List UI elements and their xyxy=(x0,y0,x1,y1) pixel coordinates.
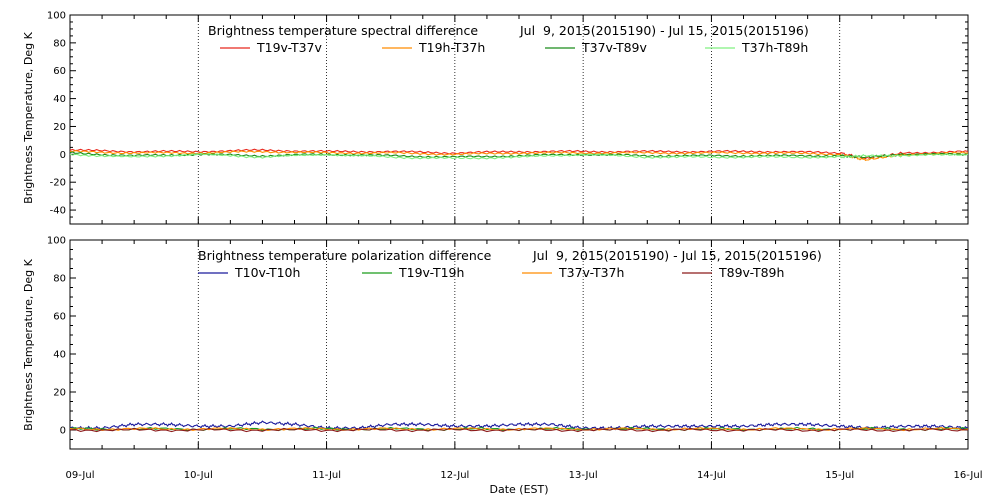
panel-2-title: Brightness temperature polarization diff… xyxy=(198,248,492,263)
panel-2-y-axis-title: Brightness Temperature, Deg K xyxy=(22,258,35,430)
y-tick-label: 20 xyxy=(53,388,66,399)
x-tick-label: 13-Jul xyxy=(569,470,598,481)
legend-label: T37h-T89h xyxy=(741,40,808,55)
y-tick-label: 0 xyxy=(60,150,66,161)
panel-1-series xyxy=(69,148,969,162)
y-tick-label: 40 xyxy=(53,350,66,361)
y-tick-label: 20 xyxy=(53,122,66,133)
x-tick-label: 11-Jul xyxy=(312,470,341,481)
legend-label: T19v-T37v xyxy=(256,40,323,55)
y-tick-label: 100 xyxy=(47,11,66,22)
y-tick-label: 80 xyxy=(53,38,66,49)
panel-2-date-range: Jul 9, 2015(2015190) - Jul 15, 2015(2015… xyxy=(532,248,822,263)
legend-label: T89v-T89h xyxy=(718,265,784,280)
series-line-t37h-t89h xyxy=(69,152,969,160)
panel-2-ticks: 0 20 40 60 80 100 09-Jul 10-Jul 11-Jul 12-Jul 13-J… xyxy=(47,236,983,482)
legend-label: T19h-T37h xyxy=(418,40,485,55)
y-tick-label: 60 xyxy=(53,312,66,323)
panel-1-title: Brightness temperature spectral differen… xyxy=(208,23,478,38)
spectral-difference-panel: -40 -20 0 20 40 60 80 100 Brightness temperatur… xyxy=(22,11,969,225)
x-axis-title: Date (EST) xyxy=(489,483,548,496)
legend-label: T19v-T19h xyxy=(398,265,464,280)
x-tick-label: 12-Jul xyxy=(440,470,469,481)
series-line-t89v-t89h xyxy=(69,427,969,433)
panel-1-date-range: Jul 9, 2015(2015190) - Jul 15, 2015(2015… xyxy=(519,23,809,38)
series-line-t10v-t10h xyxy=(69,420,969,431)
panel-1-frame xyxy=(69,14,969,225)
panel-1-grid xyxy=(197,15,841,224)
y-tick-label: 80 xyxy=(53,274,66,285)
panel-2-legend: T10v-T10h T19v-T19h T37v-T37h T89v-T89h xyxy=(198,265,784,280)
y-tick-label: -40 xyxy=(50,206,66,217)
x-tick-label: 10-Jul xyxy=(184,470,213,481)
legend-label: T10v-T10h xyxy=(234,265,300,280)
series-line-t37v-t37h xyxy=(69,427,969,432)
y-tick-label: 0 xyxy=(60,426,66,437)
legend-label: T37v-T89v xyxy=(581,40,648,55)
y-tick-label: 40 xyxy=(53,94,66,105)
x-tick-label: 15-Jul xyxy=(825,470,854,481)
series-line-t19h-t37h xyxy=(69,150,969,162)
x-tick-label: 16-Jul xyxy=(954,470,983,481)
panel-2-frame xyxy=(69,239,969,450)
panel-1-ticks: -40 -20 0 20 40 60 80 100 xyxy=(47,11,969,225)
y-tick-label: 60 xyxy=(53,66,66,77)
panel-2-series xyxy=(69,420,969,433)
panel-2-grid xyxy=(197,240,841,449)
x-tick-label: 14-Jul xyxy=(697,470,726,481)
panel-1-legend: T19v-T37v T19h-T37h T37v-T89v T37h-T89h xyxy=(220,40,808,55)
y-tick-label: -20 xyxy=(50,178,66,189)
panel-1-y-axis-title: Brightness Temperature, Deg K xyxy=(22,31,35,203)
x-tick-label: 09-Jul xyxy=(66,470,95,481)
legend-label: T37v-T37h xyxy=(558,265,624,280)
polarization-difference-panel: 0 20 40 60 80 100 09-Jul 10-Jul 11-Jul 12-Jul 13-J… xyxy=(22,236,982,497)
y-tick-label: 100 xyxy=(47,236,66,247)
